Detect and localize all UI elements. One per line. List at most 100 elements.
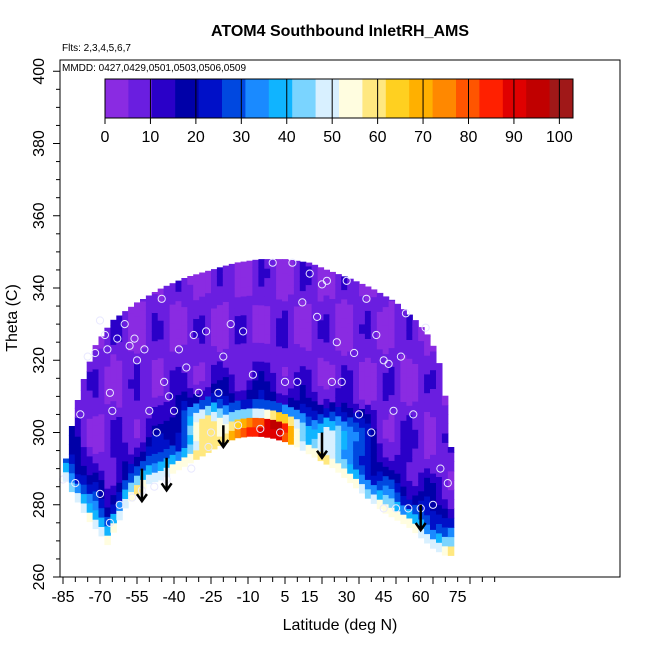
field-cell (252, 276, 259, 287)
field-cell (157, 385, 165, 396)
field-cell (305, 331, 313, 342)
field-cell (323, 294, 330, 305)
field-cell (412, 325, 419, 336)
field-cell (441, 451, 449, 462)
field-cell (305, 397, 313, 408)
field-cell (222, 282, 230, 293)
field-cell (211, 279, 218, 290)
field-cell (311, 269, 319, 280)
field-cell (216, 304, 224, 315)
field-cell (116, 435, 123, 446)
field-cell (317, 319, 325, 330)
field-cell (412, 344, 419, 355)
field-cell (246, 323, 253, 334)
field-cell (140, 366, 147, 377)
field-cell (151, 434, 159, 445)
field-cell (157, 404, 165, 415)
field-cell (216, 313, 224, 324)
field-cell (258, 286, 265, 296)
field-cell (116, 510, 123, 521)
field-cell (441, 442, 449, 453)
field-cell (193, 355, 200, 366)
field-cell (276, 280, 283, 291)
field-cell (288, 265, 295, 276)
field-cell (234, 409, 242, 420)
field-cell (347, 388, 354, 399)
field-cell (412, 523, 419, 534)
field-cell (228, 298, 236, 309)
field-cell (394, 304, 401, 314)
field-cell (258, 314, 265, 325)
field-cell (110, 344, 117, 355)
field-cell (181, 315, 188, 326)
colorbar-tick-label: 10 (142, 129, 160, 146)
field-cell (347, 360, 354, 371)
field-cell (252, 417, 259, 428)
field-cell (128, 406, 135, 417)
field-cell (216, 276, 224, 287)
field-cell (163, 285, 171, 290)
field-cell (169, 369, 177, 380)
observation-marker (248, 370, 257, 379)
field-cell (92, 359, 100, 370)
field-cell (175, 403, 182, 414)
field-cell (436, 363, 443, 374)
field-cell (441, 517, 449, 528)
field-cell (418, 490, 425, 501)
field-cell (311, 344, 319, 355)
observation-marker (367, 428, 376, 437)
field-cell (116, 491, 123, 502)
field-cell (418, 396, 425, 407)
field-cell (288, 387, 295, 398)
colorbar-tick-label: 60 (369, 129, 387, 146)
field-cell (305, 434, 313, 445)
field-cell (205, 424, 212, 435)
field-cell (211, 401, 218, 412)
field-cell (270, 325, 277, 336)
field-cell (353, 318, 360, 329)
field-cell (406, 433, 413, 444)
field-cell (98, 460, 105, 471)
field-cell (246, 379, 253, 390)
observation-marker (157, 294, 166, 303)
field-cell (187, 293, 194, 304)
field-cell (412, 391, 419, 402)
field-cell (228, 289, 236, 300)
field-cell (323, 313, 330, 324)
field-cell (128, 425, 135, 436)
field-cell (347, 473, 354, 484)
field-cell (187, 443, 194, 454)
field-cell (323, 426, 330, 437)
field-cell (222, 376, 230, 387)
field-cell (276, 392, 283, 403)
field-cell (299, 384, 307, 395)
field-cell (359, 305, 366, 316)
field-cell (317, 329, 325, 339)
field-cell (222, 338, 230, 349)
field-cell (288, 322, 295, 332)
field-cell (293, 343, 301, 354)
field-cell (382, 372, 390, 383)
field-cell (110, 400, 117, 411)
flights-note: Flts: 2,3,4,5,6,7 (62, 43, 131, 54)
field-cell (288, 303, 295, 314)
field-cell (424, 486, 431, 497)
arrow-head (160, 482, 173, 493)
field-cell (110, 391, 117, 402)
field-cell (104, 441, 111, 452)
field-cell (299, 422, 307, 432)
field-cell (412, 401, 419, 411)
arrow-head (414, 522, 427, 533)
field-cell (288, 397, 295, 408)
field-cell (98, 432, 105, 443)
field-cell (335, 462, 342, 473)
field-cell (145, 399, 153, 409)
field-cell (234, 371, 242, 382)
field-cell (276, 259, 283, 262)
field-cell (424, 514, 431, 525)
field-cell (353, 328, 360, 338)
field-cell (293, 390, 301, 401)
field-cell (205, 330, 212, 341)
field-cell (441, 470, 449, 481)
field-cell (323, 445, 330, 456)
